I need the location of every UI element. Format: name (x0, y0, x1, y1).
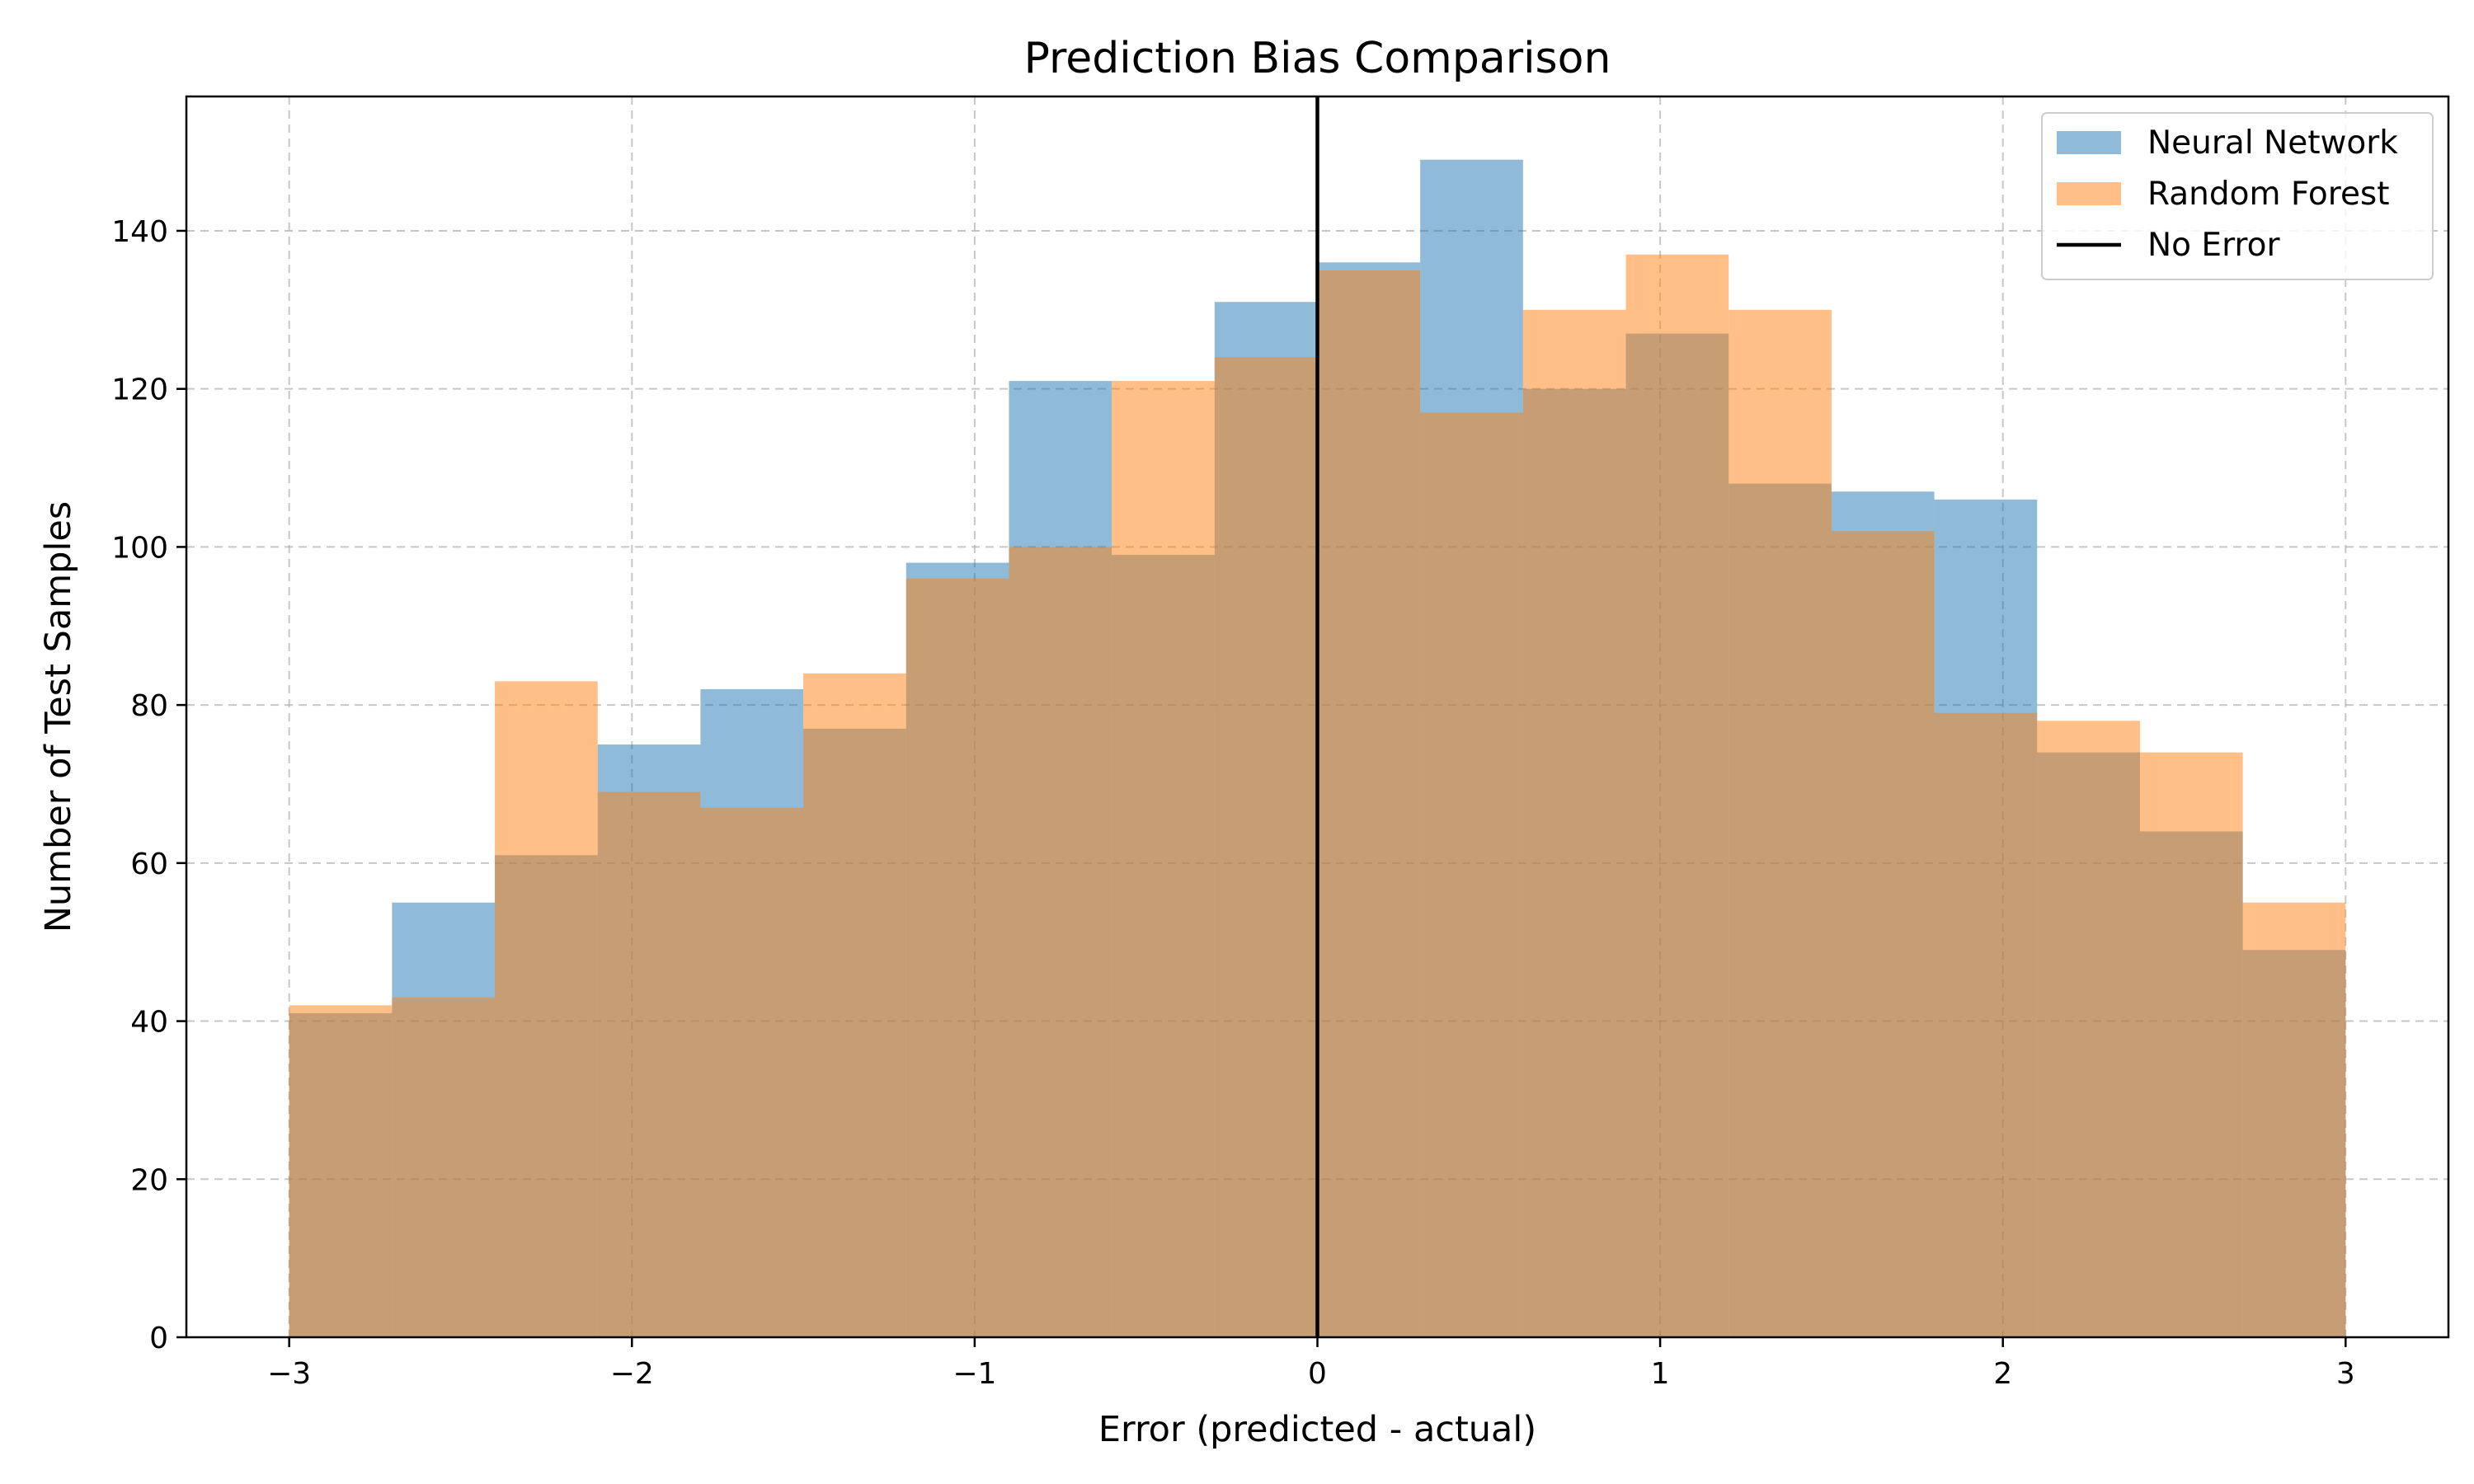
ticks-layer: −3 −2 −1 0 1 2 3 0 20 40 60 80 100 120 140 (111, 215, 2354, 1391)
legend-swatch-random-forest (2057, 182, 2121, 205)
y-tick-label: 140 (111, 215, 168, 249)
bar (700, 807, 804, 1337)
y-axis-label: Number of Test Samples (38, 501, 79, 933)
bar (289, 1005, 393, 1337)
x-tick-label: 1 (1651, 1357, 1670, 1391)
bar (2037, 721, 2140, 1337)
y-tick-label: 100 (111, 531, 168, 565)
y-tick-label: 120 (111, 373, 168, 407)
legend-label-neural-network: Neural Network (2147, 124, 2398, 162)
y-tick-label: 0 (149, 1322, 168, 1355)
y-tick-label: 20 (130, 1163, 168, 1197)
bar (1934, 712, 2038, 1337)
bar (1317, 270, 1421, 1337)
bar (803, 673, 906, 1337)
y-tick-label: 60 (130, 848, 168, 881)
x-tick-label: −3 (267, 1357, 311, 1391)
legend: Neural Network Random Forest No Error (2041, 112, 2434, 280)
x-axis-label: Error (predicted - actual) (1098, 1409, 1536, 1450)
bar (905, 578, 1009, 1337)
y-tick-label: 80 (130, 689, 168, 723)
bar (1729, 309, 1832, 1337)
bar (495, 681, 598, 1337)
legend-label-random-forest: Random Forest (2147, 176, 2390, 213)
bar (2139, 752, 2243, 1337)
legend-label-no-error: No Error (2147, 227, 2280, 264)
bar (1522, 309, 1626, 1337)
x-tick-label: 3 (2336, 1357, 2355, 1391)
x-tick-label: −2 (610, 1357, 654, 1391)
bars-layer (289, 159, 2346, 1338)
bar (2242, 902, 2346, 1337)
series-random-forest (289, 254, 2346, 1338)
chart-title: Prediction Bias Comparison (1024, 34, 1611, 83)
bar (1214, 357, 1318, 1337)
bar (1420, 412, 1523, 1338)
bar (1112, 381, 1215, 1337)
legend-frame (2041, 112, 2434, 280)
bar (1831, 531, 1935, 1337)
y-tick-label: 40 (130, 1006, 168, 1040)
bar (1009, 547, 1112, 1337)
bar (1625, 254, 1729, 1338)
x-tick-label: 2 (1993, 1357, 2012, 1391)
bar (597, 791, 701, 1337)
bar (392, 997, 496, 1337)
x-tick-label: 0 (1308, 1357, 1327, 1391)
legend-swatch-neural-network (2057, 131, 2121, 154)
x-tick-label: −1 (952, 1357, 996, 1391)
